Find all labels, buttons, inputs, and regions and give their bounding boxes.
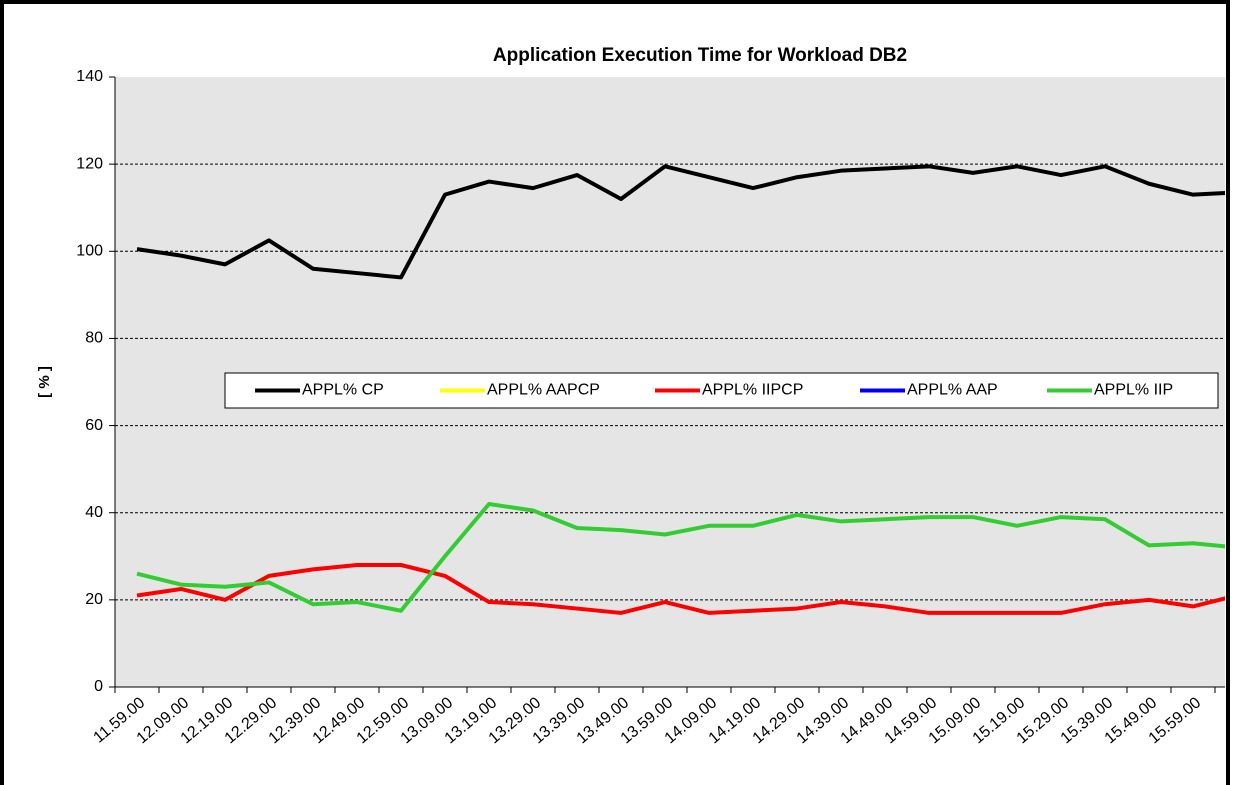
legend-label: APPL% IIPCP (702, 382, 803, 399)
series-line (136, 164, 1225, 280)
legend-label: APPL% AAPCP (487, 382, 600, 399)
y-tick-label: 60 (85, 417, 103, 434)
grid (115, 163, 1225, 601)
legend-label: APPL% IIP (1094, 382, 1173, 399)
lines (136, 164, 1225, 615)
y-axis-title: [ % ] (36, 366, 53, 398)
legend-box (224, 372, 1219, 409)
y-tick-label: 140 (76, 68, 103, 85)
legend-label: APPL% AAP (907, 382, 998, 399)
y-tick-label: 0 (94, 678, 103, 695)
y-tick-label: 120 (76, 155, 103, 172)
series-line (136, 563, 1225, 615)
series-line (136, 502, 1225, 613)
y-tick-label: 100 (76, 243, 103, 260)
y-tick-label: 80 (85, 330, 103, 347)
chart-title: Application Execution Time for Workload … (493, 45, 907, 66)
legend-label: APPL% CP (302, 382, 384, 399)
y-tick-label: 40 (85, 504, 103, 521)
legend: APPL% CP APPL% AAPCP APPL% IIPCP APPL% AAP A… (224, 372, 1219, 409)
y-tick-label: 20 (85, 591, 103, 608)
